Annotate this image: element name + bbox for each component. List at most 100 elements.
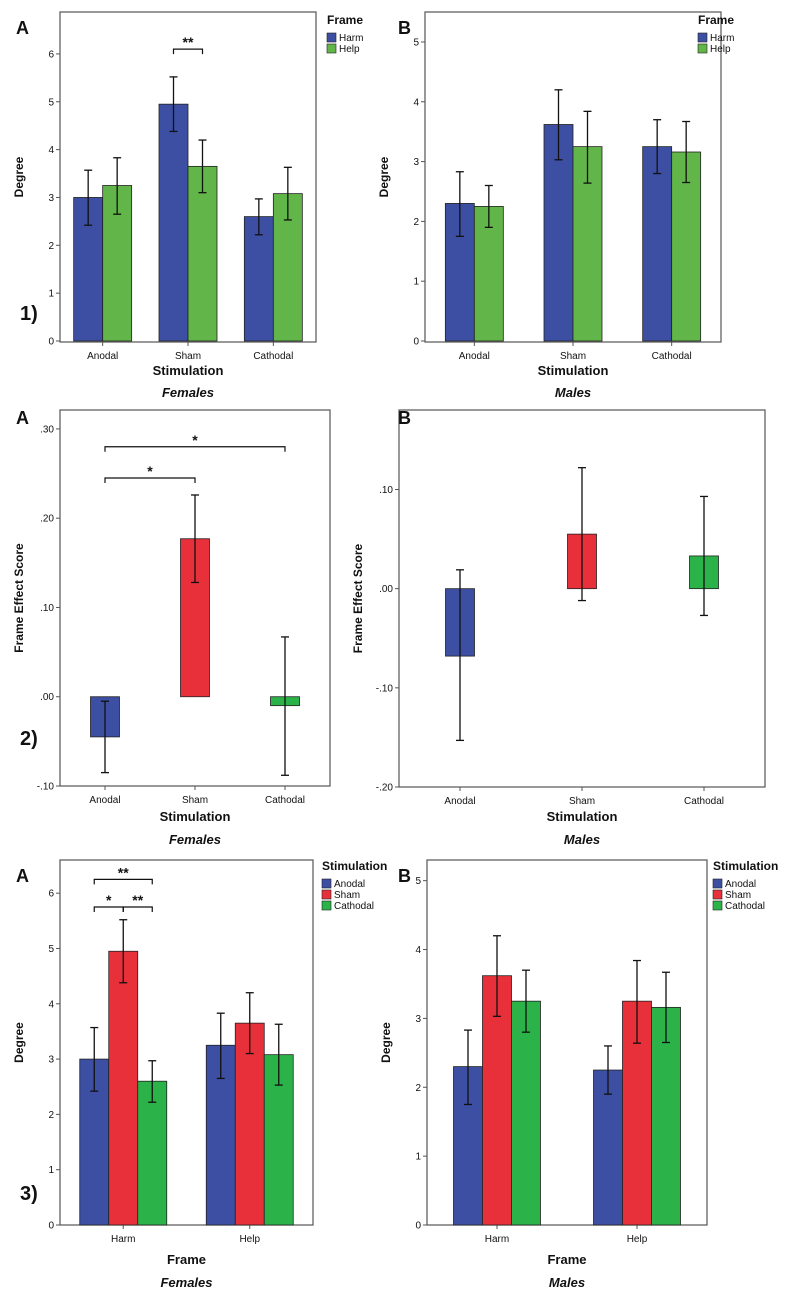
chart-panel-6: 0 1 2 3 4 5 Degree Frame Males B Harm Help Stimulati… xyxy=(379,859,778,1290)
y-tick-label: 2 xyxy=(413,217,419,228)
bar xyxy=(593,1069,623,1226)
legend-swatch xyxy=(712,878,723,889)
y-tick-label: 0 xyxy=(48,337,54,348)
y-tick-label: 5 xyxy=(48,944,54,955)
plot-frame xyxy=(426,859,708,1226)
legend-swatch xyxy=(326,32,337,43)
y-tick-label: 6 xyxy=(48,49,54,60)
y-axis-title: Degree xyxy=(12,156,26,197)
significance-bracket xyxy=(104,477,196,484)
x-tick-label: Help xyxy=(627,1234,648,1245)
y-tick-label: 0 xyxy=(413,337,419,348)
bar xyxy=(243,216,274,342)
significance-label: * xyxy=(106,892,112,908)
significance-label: ** xyxy=(183,34,194,50)
x-axis-title: Stimulation xyxy=(160,809,231,824)
legend-title: Stimulation xyxy=(713,859,778,873)
y-tick-label: .00 xyxy=(379,584,393,595)
legend-title: Frame xyxy=(327,13,363,27)
y-tick-label: 5 xyxy=(413,37,419,48)
chart-subtitle: Females xyxy=(169,832,221,847)
x-axis-title: Frame xyxy=(167,1252,206,1267)
y-tick-label: 1 xyxy=(48,1165,54,1176)
y-tick-label: 4 xyxy=(413,97,419,108)
chart-panel-1: 0 1 2 3 4 5 6 Degree Stimulation Females A 1) Anodal… xyxy=(12,11,363,400)
y-tick-label: 1 xyxy=(415,1152,421,1163)
significance-label: * xyxy=(192,432,198,448)
legend-swatch xyxy=(321,889,332,900)
y-tick-label: .30 xyxy=(40,424,54,435)
bar xyxy=(187,165,218,342)
significance-label: * xyxy=(147,463,153,479)
panel-label: A xyxy=(16,18,29,38)
legend-label: Sham xyxy=(334,890,360,901)
x-tick-label: Sham xyxy=(175,351,201,362)
bar xyxy=(473,206,504,342)
row-label: 3) xyxy=(20,1183,38,1205)
legend-swatch xyxy=(321,900,332,911)
legend-label: Harm xyxy=(339,33,363,44)
panel-label: A xyxy=(16,408,29,428)
legend-label: Cathodal xyxy=(334,901,374,912)
significance-bracket xyxy=(172,48,204,55)
x-tick-label: Anodal xyxy=(89,795,120,806)
chart-panel-3: -.10 .00 .10 .20 .30 Frame Effect Score Stimul… xyxy=(12,408,331,847)
legend-title: Stimulation xyxy=(322,859,387,873)
y-axis-title: Degree xyxy=(12,1022,26,1063)
y-tick-label: .10 xyxy=(40,603,54,614)
y-tick-label: 5 xyxy=(48,97,54,108)
y-tick-label: 5 xyxy=(415,876,421,887)
y-axis-title: Degree xyxy=(379,1022,393,1063)
bar xyxy=(137,1080,168,1226)
y-tick-label: 2 xyxy=(415,1083,421,1094)
y-tick-label: -.10 xyxy=(376,683,394,694)
bar xyxy=(543,124,574,342)
bar xyxy=(234,1022,265,1226)
bar xyxy=(158,103,189,342)
legend-label: Help xyxy=(710,44,731,55)
y-tick-label: 6 xyxy=(48,889,54,900)
y-tick-label: 1 xyxy=(413,277,419,288)
y-axis-title: Frame Effect Score xyxy=(351,543,365,653)
legend-swatch xyxy=(326,43,337,54)
y-tick-label: 3 xyxy=(48,193,54,204)
y-tick-label: 4 xyxy=(415,945,421,956)
chart-subtitle: Males xyxy=(564,832,600,847)
chart-subtitle: Females xyxy=(162,385,214,400)
x-axis-title: Stimulation xyxy=(538,363,609,378)
legend-swatch xyxy=(697,43,708,54)
x-tick-label: Harm xyxy=(485,1234,509,1245)
plot-frame xyxy=(59,859,314,1226)
y-tick-label: -.20 xyxy=(376,783,394,794)
row-label: 2) xyxy=(20,728,38,750)
x-tick-label: Help xyxy=(239,1234,260,1245)
y-tick-label: 0 xyxy=(415,1221,421,1232)
legend-swatch xyxy=(712,900,723,911)
bar xyxy=(671,151,702,342)
legend-label: Anodal xyxy=(725,879,756,890)
significance-bracket xyxy=(93,878,153,885)
x-tick-label: Anodal xyxy=(444,796,475,807)
x-tick-label: Cathodal xyxy=(684,796,724,807)
legend-title: Frame xyxy=(698,13,734,27)
y-tick-label: 3 xyxy=(48,1055,54,1066)
x-tick-label: Cathodal xyxy=(265,795,305,806)
y-tick-label: 3 xyxy=(415,1014,421,1025)
x-axis-title: Frame xyxy=(547,1252,586,1267)
y-tick-label: 2 xyxy=(48,241,54,252)
chart-panel-2: 0 1 2 3 4 5 Degree Stimulation Males B Anodal Sham C… xyxy=(377,11,734,400)
y-tick-label: 0 xyxy=(48,1221,54,1232)
x-axis-title: Stimulation xyxy=(547,809,618,824)
bar xyxy=(108,950,139,1226)
y-tick-label: .20 xyxy=(40,514,54,525)
panel-label: B xyxy=(398,18,411,38)
legend-label: Harm xyxy=(710,33,734,44)
legend-label: Help xyxy=(339,44,360,55)
chart-subtitle: Males xyxy=(549,1275,585,1290)
legend-label: Anodal xyxy=(334,879,365,890)
y-axis-title: Degree xyxy=(377,156,391,197)
panel-label: B xyxy=(398,866,411,886)
legend-swatch xyxy=(712,889,723,900)
x-tick-label: Anodal xyxy=(87,351,118,362)
